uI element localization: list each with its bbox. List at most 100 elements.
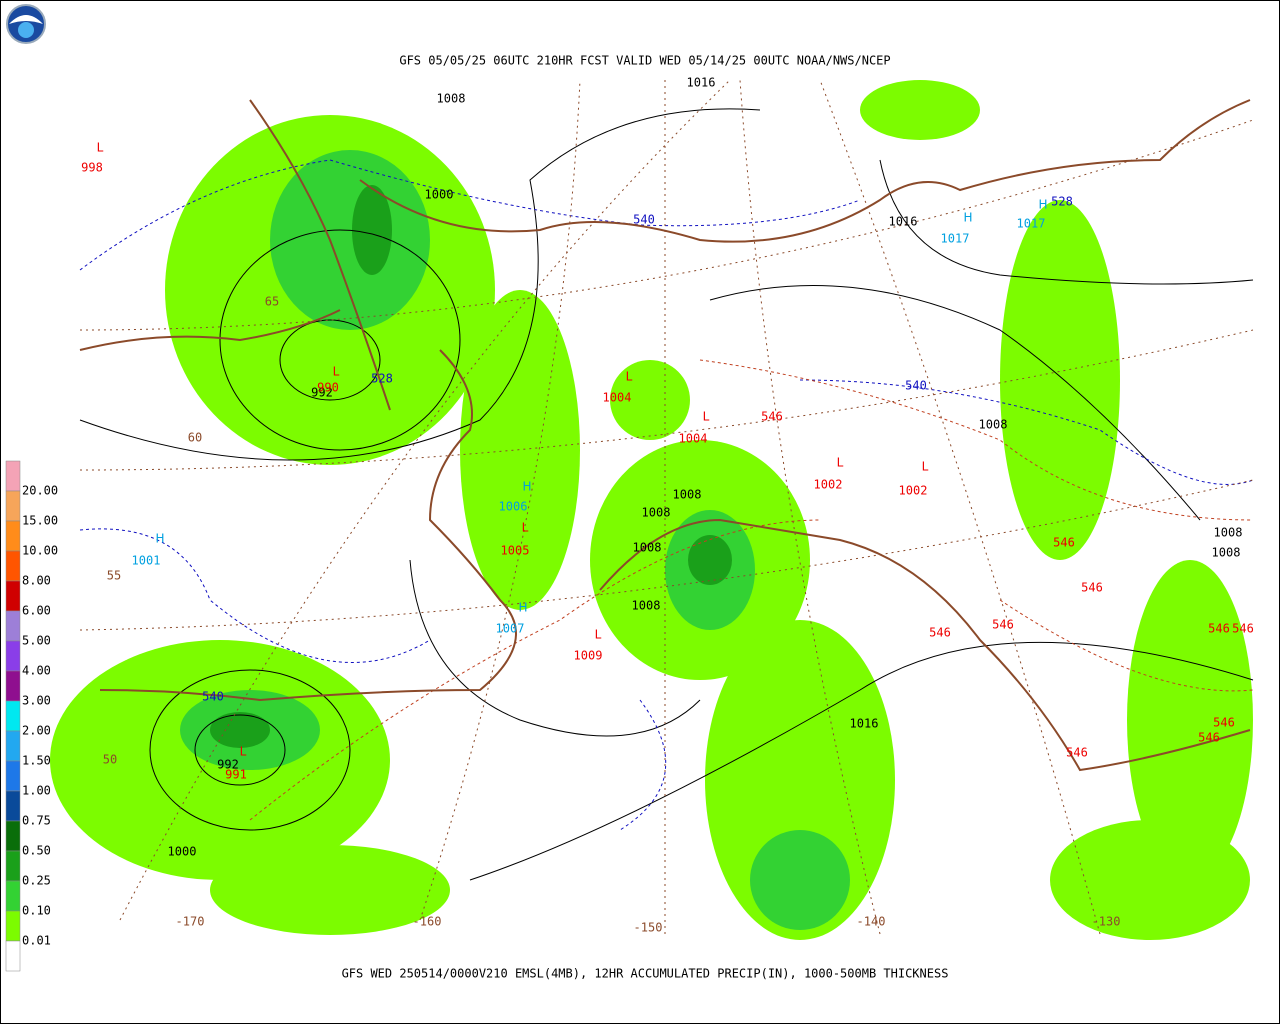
legend-label: 15.00 (22, 514, 58, 528)
legend-swatch (5, 550, 21, 582)
contour-label: 1000 (168, 845, 197, 859)
pressure-center: L (97, 141, 104, 155)
legend-label: 1.50 (22, 754, 51, 768)
contour-label: 546 (1232, 622, 1254, 636)
contour-label: 1016 (687, 76, 716, 90)
legend-label: 0.25 (22, 874, 51, 888)
contour-label: 1005 (501, 544, 530, 558)
pressure-center: H (522, 480, 531, 494)
legend-swatch (5, 700, 21, 732)
contour-label: 540 (905, 379, 927, 393)
contour-label: 1004 (603, 391, 632, 405)
contour-label: 998 (81, 161, 103, 175)
pressure-center: L (837, 456, 844, 470)
contour-label: 60 (188, 431, 202, 445)
pressure-center: H (1038, 198, 1047, 212)
contour-label: 546 (1213, 716, 1235, 730)
legend-label: 6.00 (22, 604, 51, 618)
contour-label: 990 (317, 381, 339, 395)
legend-swatch (5, 730, 21, 762)
pressure-center: L (595, 628, 602, 642)
contour-label: 546 (1208, 622, 1230, 636)
legend-label: 10.00 (22, 544, 58, 558)
legend-label: 1.00 (22, 784, 51, 798)
contour-label: 1016 (889, 215, 918, 229)
contour-label: 1004 (679, 432, 708, 446)
contour-label: -170 (176, 915, 205, 929)
contour-label: -130 (1092, 915, 1121, 929)
legend-swatch (5, 460, 21, 492)
contour-label: 540 (202, 690, 224, 704)
contour-label: 1008 (632, 599, 661, 613)
pressure-center: L (703, 410, 710, 424)
contour-label: 1001 (132, 554, 161, 568)
contour-label: 546 (1066, 746, 1088, 760)
map-title: GFS 05/05/25 06UTC 210HR FCST VALID WED … (399, 54, 890, 68)
contour-label: 992 (217, 758, 239, 772)
map-footer: GFS WED 250514/0000V210 EMSL(4MB), 12HR … (342, 967, 949, 981)
contour-label: 528 (371, 372, 393, 386)
legend-swatch (5, 760, 21, 792)
legend-label: 8.00 (22, 574, 51, 588)
legend: 20.00 15.00 10.00 8.00 6.00 5.00 4.00 3.00 2.00 1… (5, 460, 58, 972)
legend-swatch (5, 850, 21, 882)
legend-label: 20.00 (22, 484, 58, 498)
contour-label: 1017 (1017, 217, 1046, 231)
contour-label: 1008 (1214, 526, 1243, 540)
legend-swatch (5, 940, 21, 972)
legend-swatch (5, 910, 21, 942)
legend-label: 0.01 (22, 934, 51, 948)
contour-label: 992 (311, 386, 333, 400)
legend-swatch (5, 790, 21, 822)
contour-label: 1008 (437, 92, 466, 106)
pressure-center: H (963, 211, 972, 225)
contour-label: 1009 (574, 649, 603, 663)
contour-label: 540 (633, 213, 655, 227)
pressure-center: L (240, 745, 247, 759)
contour-label: 1008 (979, 418, 1008, 432)
contour-label: -160 (413, 915, 442, 929)
contour-label: 1000 (425, 188, 454, 202)
contour-label: -140 (857, 915, 886, 929)
legend-label: 0.10 (22, 904, 51, 918)
contour-label: 1016 (850, 717, 879, 731)
pressure-center: L (333, 365, 340, 379)
map-area (50, 78, 1254, 940)
pressure-center: L (522, 521, 529, 535)
contour-label: 1008 (642, 506, 671, 520)
contour-label: 1002 (899, 484, 928, 498)
legend-swatch (5, 640, 21, 672)
contour-label: 546 (929, 626, 951, 640)
pressure-center: L (922, 460, 929, 474)
legend-label: 0.50 (22, 844, 51, 858)
legend-swatch (5, 880, 21, 912)
contour-label: 1008 (1212, 546, 1241, 560)
contour-label: 50 (103, 753, 117, 767)
contour-label: 1017 (941, 232, 970, 246)
legend-label: 3.00 (22, 694, 51, 708)
contour-label: 55 (107, 569, 121, 583)
contour-label: 1008 (673, 488, 702, 502)
legend-swatch (5, 820, 21, 852)
legend-swatch (5, 490, 21, 522)
legend-swatch (5, 610, 21, 642)
legend-label: 5.00 (22, 634, 51, 648)
legend-swatch (5, 580, 21, 612)
contour-label: 1008 (633, 541, 662, 555)
contour-label: 546 (992, 618, 1014, 632)
contour-label: 546 (1081, 581, 1103, 595)
legend-swatch (5, 670, 21, 702)
contour-label: 546 (761, 410, 783, 424)
contour-label: 1007 (496, 622, 525, 636)
contour-label: -150 (634, 921, 663, 935)
pressure-center: H (155, 532, 164, 546)
contour-label: 546 (1198, 731, 1220, 745)
noaa-logo (6, 4, 46, 44)
contour-label: 65 (265, 295, 279, 309)
contour-label: 1006 (499, 500, 528, 514)
pressure-center: L (626, 370, 633, 384)
legend-label: 0.75 (22, 814, 51, 828)
